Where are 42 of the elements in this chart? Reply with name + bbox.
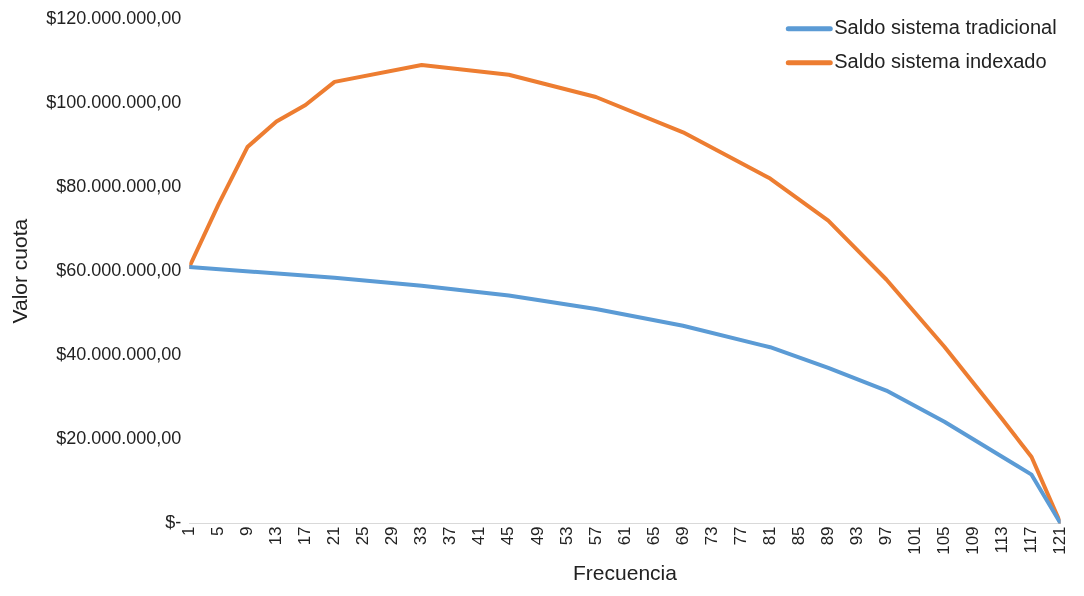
x-tick-label: 49	[527, 526, 547, 546]
x-tick-label: 97	[876, 526, 896, 546]
x-tick-label: 37	[440, 526, 460, 546]
y-tick-label: $60.000.000,00	[56, 260, 182, 281]
x-tick-label: 121	[1050, 526, 1070, 555]
x-tick-label: 81	[759, 526, 779, 546]
y-tick-label: $80.000.000,00	[56, 175, 182, 196]
x-tick-label: 9	[237, 526, 257, 536]
x-tick-label: 85	[788, 526, 808, 546]
y-tick-label: $-	[165, 512, 182, 533]
legend-label: Saldo sistema tradicional	[834, 16, 1057, 39]
x-tick-label: 17	[295, 526, 315, 546]
y-tick-label: $40.000.000,00	[56, 344, 182, 365]
x-tick-label: 33	[411, 526, 431, 546]
x-tick-label: 105	[934, 526, 954, 555]
x-tick-label: 77	[730, 526, 750, 546]
y-axis-title: Valor cuota	[8, 218, 32, 324]
y-tick-label: $120.000.000,00	[46, 7, 182, 28]
x-tick-label: 21	[324, 526, 344, 546]
x-tick-label: 13	[266, 526, 286, 546]
y-tick-label: $20.000.000,00	[56, 428, 182, 449]
x-tick-label: 1	[179, 526, 199, 536]
x-tick-label: 61	[614, 526, 634, 546]
x-tick-label: 113	[992, 526, 1012, 554]
x-tick-label: 45	[498, 526, 518, 546]
x-tick-label: 93	[846, 526, 866, 546]
x-tick-label: 41	[469, 526, 489, 546]
x-tick-label: 101	[905, 526, 925, 555]
x-tick-label: 109	[963, 526, 983, 555]
legend-label: Saldo sistema indexado	[834, 50, 1047, 73]
x-axis-title: Frecuencia	[573, 561, 678, 585]
x-tick-label: 65	[643, 526, 663, 546]
x-tick-label: 73	[701, 526, 721, 546]
x-tick-label: 25	[353, 526, 373, 546]
x-tick-label: 5	[208, 526, 228, 536]
x-tick-label: 89	[817, 526, 837, 546]
x-tick-label: 117	[1021, 526, 1041, 554]
y-tick-label: $100.000.000,00	[46, 91, 182, 112]
x-tick-label: 53	[556, 526, 576, 546]
x-tick-label: 69	[672, 526, 692, 546]
x-tick-label: 29	[382, 526, 402, 546]
x-tick-label: 57	[585, 526, 605, 546]
